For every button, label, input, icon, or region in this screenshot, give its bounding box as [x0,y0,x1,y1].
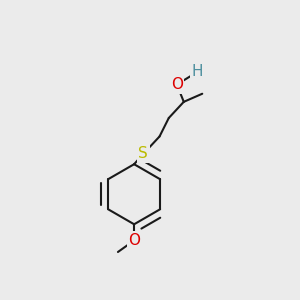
Text: O: O [128,233,140,248]
Text: H: H [192,64,203,79]
Text: O: O [171,77,183,92]
Text: S: S [139,146,148,161]
